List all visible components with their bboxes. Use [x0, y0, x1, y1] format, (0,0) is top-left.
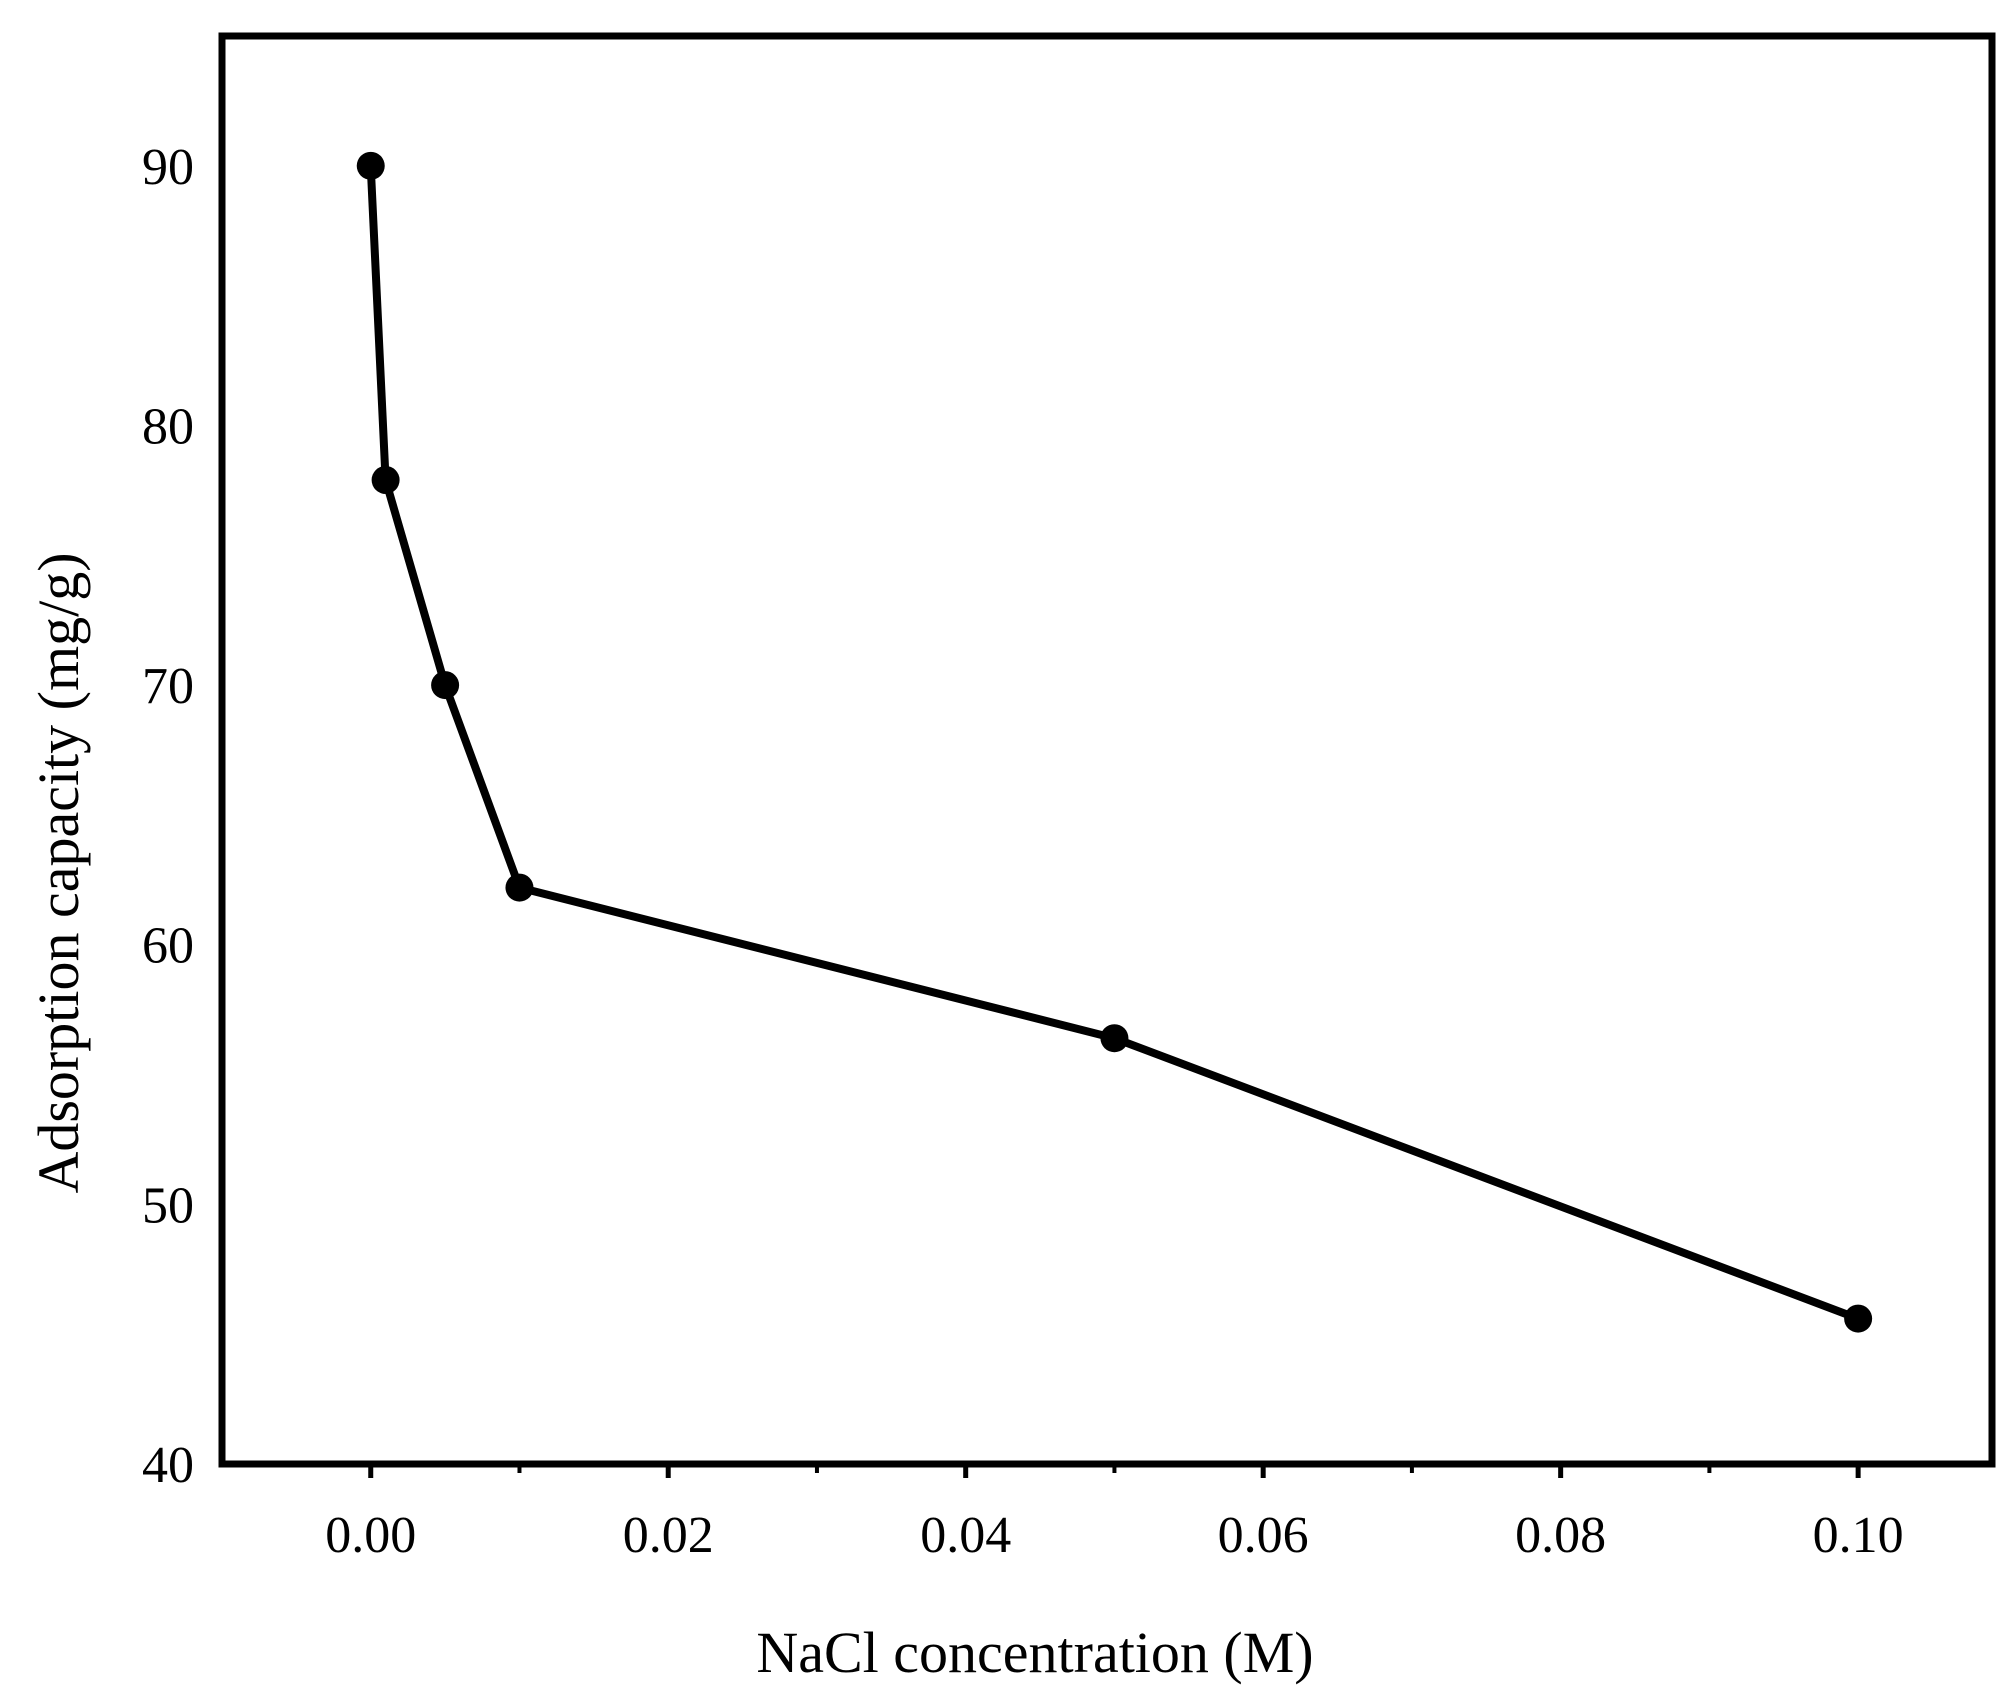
y-tick-label: 90 [142, 139, 194, 196]
x-axis-label: NaCl concentration (M) [756, 1620, 1313, 1685]
y-tick-label: 70 [142, 658, 194, 715]
series-line [366, 161, 1863, 1323]
data-point [1844, 1304, 1873, 1333]
x-tick-label: 0.10 [1813, 1507, 1904, 1564]
x-tick-label: 0.02 [623, 1507, 714, 1564]
y-tick-label: 40 [142, 1437, 194, 1494]
y-tick-label: 60 [142, 918, 194, 975]
x-tick-label: 0.00 [325, 1507, 416, 1564]
data-point [505, 873, 534, 902]
y-tick-label: 80 [142, 398, 194, 455]
x-tick-label: 0.06 [1218, 1507, 1309, 1564]
plot-frame [218, 32, 1996, 1468]
x-tick-label: 0.04 [920, 1507, 1011, 1564]
data-point [356, 151, 385, 180]
plot-border [218, 32, 1996, 1468]
data-point [431, 671, 460, 700]
data-series [356, 151, 1873, 1333]
y-axis-label: Adsorption capacity (mg/g) [26, 552, 91, 1193]
data-point [1100, 1024, 1129, 1053]
y-axis-ticks: 40 50 60 70 80 90 [142, 139, 194, 1494]
data-point [371, 465, 400, 494]
x-axis-ticks: 0.00 0.02 0.04 0.06 0.08 0.10 [325, 1464, 1904, 1564]
y-tick-label: 50 [142, 1177, 194, 1234]
x-tick-label: 0.08 [1515, 1507, 1606, 1564]
